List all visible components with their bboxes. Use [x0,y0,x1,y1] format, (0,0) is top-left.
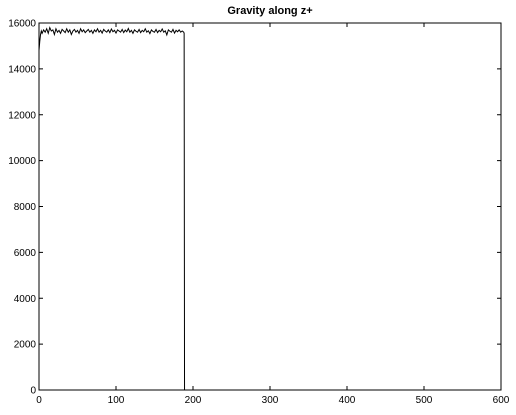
chart-title: Gravity along z+ [227,5,312,17]
axis-tick-labels: 0 100 200 300 400 500 600020004000600080001000… [8,19,510,407]
x-tick-label: 0 [36,395,42,406]
x-tick-label: 500 [416,395,433,406]
y-tick-label: 8000 [14,202,37,213]
y-tick-label: 4000 [14,294,37,305]
series-layer [38,26,186,391]
y-tick-label: 10000 [8,156,36,167]
y-tick-label: 0 [30,386,36,397]
x-tick-label: 200 [185,395,202,406]
x-tick-label: 600 [493,395,510,406]
y-tick-label: 16000 [8,19,36,30]
y-tick-label: 6000 [14,248,37,259]
plot-frame [38,22,502,391]
x-tick-label: 300 [262,395,279,406]
y-tick-label: 12000 [8,110,36,121]
y-tick-label: 14000 [8,64,36,75]
y-tick-label: 2000 [14,340,37,351]
axis-ticks [38,22,502,391]
x-tick-label: 100 [108,395,125,406]
series-line [38,26,186,391]
x-tick-label: 400 [339,395,356,406]
